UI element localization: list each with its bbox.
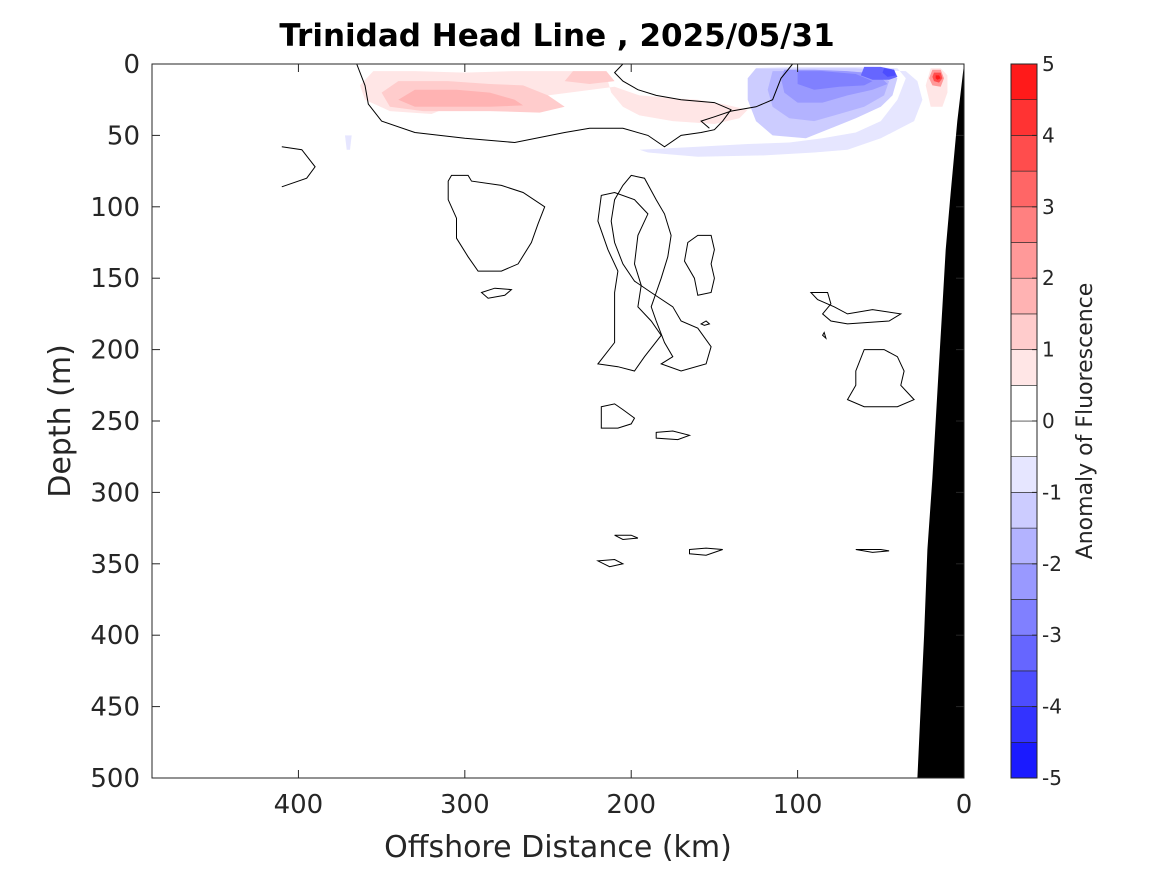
- colorbar-tick-label: 4: [1042, 123, 1055, 147]
- colorbar-swatch: [1010, 741, 1038, 779]
- colorbar-ticks: -5 -4 -3 -2 -1 0 1 2 3 4 5: [1032, 52, 1062, 790]
- colorbar-swatch: [1010, 492, 1038, 529]
- y-tick-label: 350: [90, 550, 140, 580]
- zero-contour: [846, 349, 915, 408]
- anomaly-region: [797, 71, 873, 90]
- colorbar-tick-label: -4: [1042, 695, 1062, 719]
- colorbar-swatch: [1010, 670, 1038, 707]
- y-tick-label: 250: [90, 407, 140, 437]
- anomaly-region: [564, 71, 615, 84]
- zero-contour: [689, 547, 723, 556]
- colorbar-swatches: [1010, 63, 1038, 779]
- colorbar: -5 -4 -3 -2 -1 0 1 2 3 4 5 Anomaly of Fluorescence: [1010, 52, 1098, 790]
- y-tick-label: 400: [90, 621, 140, 651]
- colorbar-label: Anomaly of Fluorescence: [1073, 283, 1098, 560]
- zero-contour: [821, 331, 827, 340]
- zero-contour: [700, 64, 793, 129]
- colorbar-swatch: [1010, 634, 1038, 672]
- x-tick-label: 400: [274, 790, 324, 820]
- y-tick-label: 300: [90, 478, 140, 508]
- zero-contour-layer: [281, 64, 915, 568]
- plot-background: [152, 64, 964, 778]
- colorbar-swatch: [1010, 313, 1038, 350]
- zero-contour: [614, 534, 639, 541]
- zero-contour: [480, 287, 513, 299]
- colorbar-swatch: [1010, 99, 1038, 136]
- y-axis: 0 50 100 150 200 250 300 350 400 450 500: [90, 50, 964, 794]
- colorbar-tick-label: 1: [1042, 338, 1055, 362]
- colorbar-tick-label: 5: [1042, 52, 1055, 76]
- zero-contour: [596, 558, 625, 568]
- x-tick-label: 200: [606, 790, 656, 820]
- y-tick-label: 150: [90, 264, 140, 294]
- anomaly-region: [639, 66, 923, 157]
- y-tick-label: 450: [90, 693, 140, 723]
- colorbar-swatch: [1010, 706, 1038, 743]
- colorbar-swatch: [1010, 277, 1038, 315]
- colorbar-tick-label: -1: [1042, 480, 1062, 504]
- colorbar-swatch: [1010, 420, 1038, 458]
- zero-contour: [356, 64, 732, 148]
- colorbar-swatch: [1010, 384, 1038, 422]
- x-axis-label: Offshore Distance (km): [384, 830, 732, 865]
- zero-contour: [655, 430, 692, 441]
- colorbar-swatch: [1010, 563, 1038, 600]
- anomaly-region: [345, 135, 352, 150]
- colorbar-swatch: [1010, 349, 1038, 386]
- anomaly-region: [882, 68, 896, 77]
- x-tick-label: 0: [956, 790, 973, 820]
- y-tick-label: 50: [107, 121, 140, 151]
- bathymetry: [917, 64, 964, 778]
- colorbar-swatch: [1010, 599, 1038, 636]
- zero-contour: [596, 191, 662, 372]
- chart-title: Trinidad Head Line , 2025/05/31: [279, 18, 834, 54]
- colorbar-swatch: [1010, 170, 1038, 208]
- colorbar-swatch: [1010, 63, 1038, 101]
- zero-contour: [809, 292, 903, 325]
- x-tick-label: 100: [773, 790, 823, 820]
- zero-contour: [600, 403, 636, 429]
- colorbar-swatch: [1010, 135, 1038, 172]
- zero-contour: [610, 174, 712, 372]
- anomaly-region: [935, 75, 941, 80]
- colorbar-tick-label: -5: [1042, 766, 1062, 790]
- y-tick-label: 200: [90, 336, 140, 366]
- zero-contour: [699, 320, 711, 326]
- y-tick-label: 500: [90, 764, 140, 794]
- colorbar-swatch: [1010, 527, 1038, 565]
- anomaly-fill-layer: [345, 66, 948, 157]
- x-tick-label: 300: [440, 790, 490, 820]
- colorbar-swatch: [1010, 456, 1038, 493]
- y-axis-label: Depth (m): [43, 344, 78, 498]
- colorbar-swatch: [1010, 206, 1038, 243]
- colorbar-tick-label: -2: [1042, 552, 1062, 576]
- plot-area: 400 300 200 100 0 0 50 100 150 200 250 300 350 400 45…: [90, 50, 972, 820]
- x-axis: 400 300 200 100 0: [274, 64, 973, 820]
- zero-contour: [281, 146, 316, 188]
- colorbar-tick-label: -3: [1042, 623, 1062, 647]
- colorbar-swatch: [1010, 242, 1038, 279]
- anomaly-region: [398, 89, 524, 107]
- zero-contour: [447, 174, 546, 272]
- colorbar-tick-label: 3: [1042, 195, 1055, 219]
- colorbar-tick-label: 2: [1042, 266, 1055, 290]
- y-tick-label: 0: [123, 50, 140, 80]
- zero-contour: [683, 234, 715, 296]
- y-tick-label: 100: [90, 193, 140, 223]
- colorbar-tick-label: 0: [1042, 409, 1055, 433]
- bathymetry-layer: [917, 64, 964, 778]
- zero-contour: [855, 549, 890, 553]
